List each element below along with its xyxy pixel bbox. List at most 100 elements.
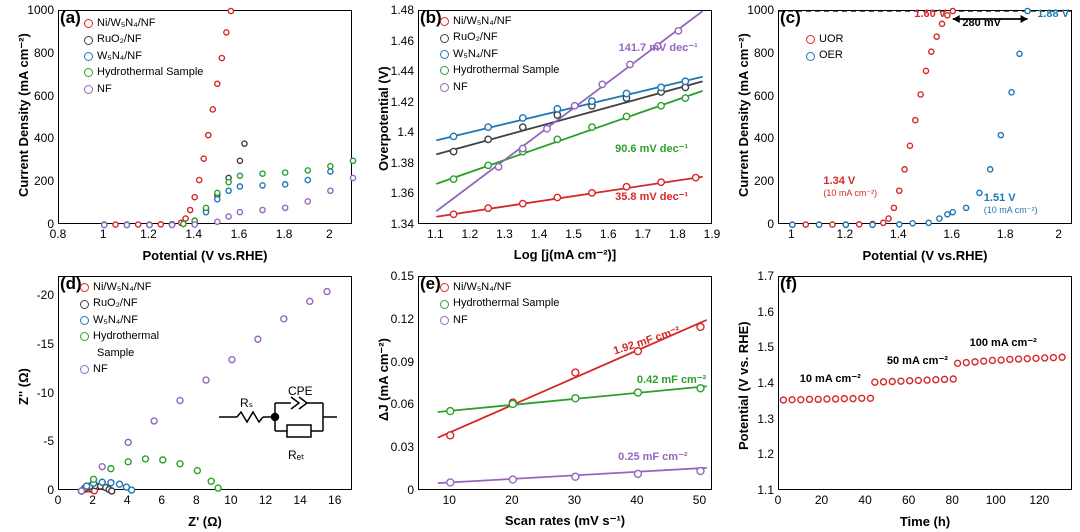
legend-marker	[440, 66, 449, 75]
legend-item: W₅N₄/NF	[80, 313, 159, 328]
y-tick: 1.44	[391, 64, 414, 78]
y-axis-label: Z'' (Ω)	[16, 369, 31, 406]
annotation: 50 mA cm⁻²	[887, 354, 948, 367]
annotation: 280 mV	[962, 17, 1001, 29]
annotation: 100 mA cm⁻²	[970, 336, 1037, 349]
legend-marker	[84, 36, 93, 45]
legend-item: Hydrothermal	[80, 329, 159, 344]
legend-marker	[80, 365, 89, 374]
legend-label: NF	[453, 313, 468, 328]
x-tick: 100	[986, 493, 1006, 507]
x-axis-label: Log [j(mA cm⁻²)]	[418, 247, 712, 263]
legend-label: Hydrothermal Sample	[453, 296, 559, 311]
y-tick: -5	[43, 434, 54, 448]
x-tick: 1.6	[600, 227, 617, 241]
legend-marker	[80, 316, 89, 325]
legend-item: NF	[440, 80, 559, 95]
x-tick: 1.4	[890, 227, 907, 241]
legend-item: RuO₂/NF	[84, 32, 203, 47]
panel-f: (f)Time (h)Potential (V vs. RHE)02040608…	[720, 266, 1080, 532]
x-tick: 1.8	[276, 227, 293, 241]
x-tick: 0	[775, 493, 782, 507]
y-tick: 0	[47, 217, 54, 231]
legend-label: RuO₂/NF	[97, 32, 142, 47]
legend-item: Ni/W₅N₄/NF	[84, 16, 203, 31]
y-tick: 200	[754, 174, 774, 188]
y-tick: -15	[37, 337, 54, 351]
y-tick: 0.15	[391, 269, 414, 283]
legend-marker	[84, 52, 93, 61]
legend-item: RuO₂/NF	[80, 296, 159, 311]
circuit-label: CPE	[288, 384, 313, 398]
x-axis-label: Z' (Ω)	[58, 514, 352, 529]
legend-item: Hydrothermal Sample	[84, 65, 203, 80]
y-tick: 0	[407, 483, 414, 497]
x-tick: 1.2	[462, 227, 479, 241]
y-tick: 0.03	[391, 440, 414, 454]
legend-label: Ni/W₅N₄/NF	[453, 14, 511, 29]
y-tick: 1.36	[391, 186, 414, 200]
x-tick: 4	[124, 493, 131, 507]
legend-item: Ni/W₅N₄/NF	[80, 280, 159, 295]
legend-label: Ni/W₅N₄/NF	[97, 16, 155, 31]
legend-item: W₅N₄/NF	[440, 47, 559, 62]
panel-b: (b)Log [j(mA cm⁻²)]Overpotential (V)1.11…	[360, 0, 720, 266]
y-tick: 400	[34, 131, 54, 145]
x-tick: 12	[259, 493, 272, 507]
circuit-label: Rₛ	[240, 396, 253, 410]
legend-marker	[440, 316, 449, 325]
x-axis-label: Potential (V vs.RHE)	[58, 248, 352, 263]
legend-marker	[440, 283, 449, 292]
legend-label: W₅N₄/NF	[93, 313, 138, 328]
legend-item: W₅N₄/NF	[84, 49, 203, 64]
x-tick: 14	[293, 493, 306, 507]
legend-label: RuO₂/NF	[93, 296, 138, 311]
annotation: 1.60 V	[914, 8, 946, 20]
x-tick: 40	[630, 493, 643, 507]
x-tick: 20	[505, 493, 518, 507]
x-tick: 1.9	[704, 227, 721, 241]
y-tick: 1000	[27, 3, 54, 17]
y-tick: 600	[34, 89, 54, 103]
annotation: 1.88 V	[1037, 8, 1069, 20]
legend-label: NF	[453, 80, 468, 95]
y-tick: 1.3	[757, 412, 774, 426]
y-tick: 800	[34, 46, 54, 60]
x-tick: 2	[89, 493, 96, 507]
x-tick: 2	[326, 227, 333, 241]
x-tick: 1.6	[943, 227, 960, 241]
legend-item: Ni/W₅N₄/NF	[440, 14, 559, 29]
y-tick: 600	[754, 89, 774, 103]
x-tick: 1	[100, 227, 107, 241]
y-tick: 200	[34, 174, 54, 188]
legend-label: Hydrothermal	[93, 329, 159, 344]
legend-marker	[84, 68, 93, 77]
y-axis-label: Current Density (mA cm⁻²)	[736, 33, 752, 197]
legend-item: NF	[84, 82, 203, 97]
y-tick: 1000	[747, 3, 774, 17]
x-tick: 120	[1029, 493, 1049, 507]
y-tick: 1.42	[391, 95, 414, 109]
x-tick: 16	[328, 493, 341, 507]
y-tick: 0.12	[391, 312, 414, 326]
x-tick: 1.4	[531, 227, 548, 241]
legend-label: NF	[93, 362, 108, 377]
legend-label: W₅N₄/NF	[453, 47, 498, 62]
x-axis-label: Potential (V vs.RHE)	[778, 248, 1072, 263]
y-axis-label: Potential (V vs. RHE)	[736, 322, 751, 451]
x-tick: 1.3	[496, 227, 513, 241]
y-tick: 400	[754, 131, 774, 145]
y-tick: 0	[47, 483, 54, 497]
y-tick: -10	[37, 386, 54, 400]
y-tick: 1.34	[391, 217, 414, 231]
legend-label: Sample	[97, 346, 134, 361]
y-tick: 1.2	[757, 447, 774, 461]
x-axis-label: Scan rates (mV s⁻¹)	[418, 513, 712, 529]
legend-label: UOR	[819, 32, 843, 47]
legend-marker	[440, 83, 449, 92]
annotation: 10 mA cm⁻²	[800, 372, 861, 385]
legend-item: OER	[806, 48, 843, 63]
legend-item: Hydrothermal Sample	[440, 296, 559, 311]
legend-marker	[84, 85, 93, 94]
x-tick: 1.1	[427, 227, 444, 241]
